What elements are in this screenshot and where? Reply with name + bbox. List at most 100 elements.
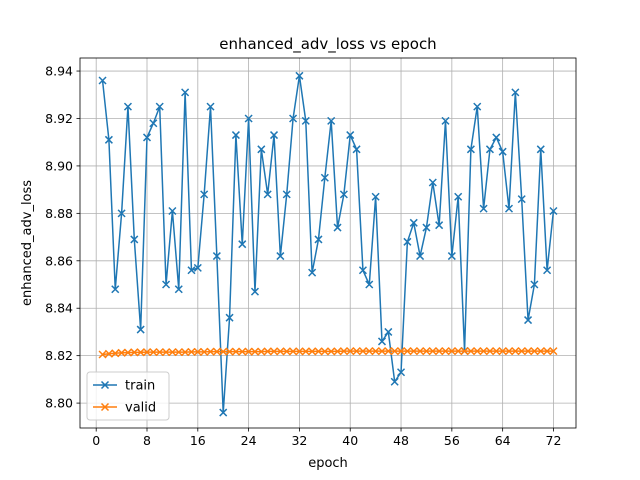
data-point-train	[358, 266, 367, 275]
data-point-valid	[117, 348, 126, 357]
data-point-valid	[263, 347, 272, 356]
x-tick-label: 24	[241, 433, 257, 448]
chart-title: enhanced_adv_loss vs epoch	[219, 35, 436, 54]
x-tick-label: 48	[393, 433, 409, 448]
data-point-train	[314, 235, 323, 244]
series-layer	[98, 71, 558, 417]
data-point-train	[327, 116, 336, 125]
data-point-train	[257, 145, 266, 154]
data-point-train	[269, 131, 279, 140]
data-point-train	[409, 218, 418, 227]
x-tick-label: 64	[495, 433, 511, 448]
data-point-valid	[289, 347, 298, 356]
data-point-valid	[238, 347, 247, 356]
data-point-valid	[98, 350, 107, 359]
data-point-train	[454, 192, 463, 201]
data-point-valid	[276, 347, 285, 356]
data-point-valid	[536, 347, 545, 356]
data-point-valid	[435, 347, 444, 356]
data-point-train	[123, 102, 132, 111]
data-point-valid	[428, 347, 437, 356]
data-point-train	[536, 145, 545, 154]
data-point-train	[289, 114, 298, 123]
data-point-train	[301, 116, 310, 125]
data-point-train	[238, 240, 247, 249]
data-point-train	[174, 285, 183, 294]
data-point-train	[333, 223, 342, 232]
data-point-train	[352, 145, 361, 154]
x-tick-label: 40	[342, 433, 358, 448]
data-point-valid	[358, 347, 367, 356]
y-tick-label: 8.90	[45, 158, 73, 173]
data-point-train	[308, 268, 317, 277]
data-point-valid	[473, 347, 482, 356]
data-point-train	[206, 102, 215, 111]
data-point-valid	[352, 347, 361, 356]
data-point-valid	[333, 347, 342, 356]
data-point-valid	[384, 347, 393, 356]
data-point-train	[549, 206, 558, 216]
y-tick-label: 8.92	[45, 111, 73, 126]
data-point-train	[479, 204, 488, 213]
data-point-train	[428, 178, 437, 187]
x-tick-label: 56	[444, 433, 460, 448]
data-point-valid	[485, 347, 494, 356]
legend-valid-marker	[100, 402, 110, 412]
data-point-train	[384, 327, 393, 336]
data-point-valid	[187, 347, 196, 356]
data-point-train	[225, 313, 234, 322]
legend-train-marker	[100, 380, 110, 390]
data-point-valid	[212, 347, 221, 356]
data-point-valid	[498, 347, 507, 356]
data-point-train	[441, 116, 450, 125]
data-point-valid	[181, 348, 190, 357]
data-point-train	[142, 133, 152, 142]
data-point-valid	[136, 348, 145, 357]
data-point-valid	[543, 347, 552, 356]
data-point-train	[422, 223, 431, 232]
data-point-train	[187, 266, 196, 275]
data-point-train	[543, 266, 552, 275]
data-point-valid	[327, 347, 336, 356]
data-point-train	[130, 235, 139, 244]
legend-item-train: train	[93, 379, 155, 394]
data-point-valid	[422, 347, 431, 356]
data-point-valid	[155, 348, 164, 357]
data-point-train	[473, 102, 482, 111]
y-tick-label: 8.80	[45, 396, 73, 411]
data-point-train	[168, 206, 177, 216]
data-point-train	[397, 368, 406, 377]
data-point-train	[117, 209, 126, 218]
data-point-valid	[219, 347, 228, 356]
legend: train valid	[86, 371, 170, 421]
data-point-train	[504, 204, 514, 213]
data-point-train	[111, 285, 120, 294]
data-point-train	[263, 190, 272, 199]
data-point-valid	[511, 347, 520, 356]
data-point-train	[511, 88, 520, 97]
data-point-valid	[320, 347, 329, 356]
data-point-train	[346, 131, 355, 140]
y-tick-label: 8.88	[45, 206, 73, 221]
data-point-train	[244, 114, 253, 123]
x-tick-label: 16	[190, 433, 206, 448]
data-point-train	[377, 337, 387, 346]
data-point-train	[403, 237, 412, 246]
data-point-valid	[460, 347, 469, 356]
data-point-valid	[111, 349, 120, 358]
data-point-valid	[409, 347, 418, 356]
data-point-valid	[441, 347, 450, 356]
data-point-train	[162, 280, 171, 289]
series-valid	[98, 347, 558, 359]
data-point-valid	[549, 347, 558, 356]
data-point-train	[200, 190, 209, 199]
data-point-train	[212, 252, 221, 261]
y-axis-label: enhanced_adv_loss	[20, 180, 35, 306]
data-point-valid	[517, 347, 526, 356]
x-tick-label: 0	[92, 433, 100, 448]
y-tick-label: 8.94	[45, 64, 73, 79]
data-point-valid	[257, 347, 266, 356]
data-point-valid	[504, 347, 514, 356]
data-point-valid	[282, 347, 291, 356]
